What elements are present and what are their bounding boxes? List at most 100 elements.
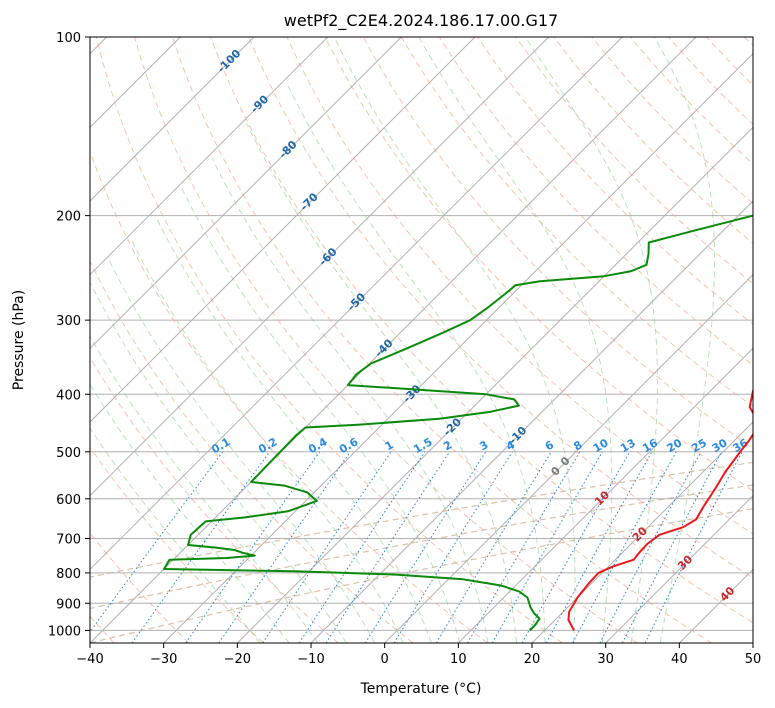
x-tick-label: 30 bbox=[597, 652, 614, 667]
background-lines bbox=[90, 37, 753, 643]
mixing-ratio-label: 10 bbox=[591, 436, 611, 455]
mixing-ratio-label: 16 bbox=[640, 436, 660, 455]
isotherm-labels: -100-90-80-70-60-50-40-30-20 -10001020304… bbox=[215, 47, 738, 605]
mixing-ratio-label: 25 bbox=[689, 436, 709, 455]
mixing-ratio-line bbox=[545, 451, 653, 643]
isotherm-line bbox=[752, 642, 753, 643]
dry-adiabat bbox=[705, 37, 753, 86]
dry-adiabat bbox=[90, 446, 264, 643]
x-tick-label: −10 bbox=[297, 652, 324, 667]
dry-adiabat bbox=[744, 37, 753, 47]
isotherm-line bbox=[90, 37, 402, 350]
mixing-ratio-line bbox=[435, 451, 552, 643]
x-tick-label: −40 bbox=[76, 652, 103, 667]
dewpoint-line bbox=[163, 214, 753, 632]
y-tick-label: 100 bbox=[56, 31, 81, 46]
dry-adiabat bbox=[515, 37, 753, 285]
y-tick-label: 600 bbox=[56, 493, 81, 508]
mixing-ratio-label: 0.6 bbox=[337, 435, 361, 456]
x-axis: −40 −30 −20 −10 0 10 20 30 40 50 bbox=[76, 643, 761, 667]
dry-adiabat bbox=[95, 37, 563, 643]
temperature-line bbox=[567, 388, 753, 631]
mixing-ratio-label: 6 bbox=[543, 438, 556, 453]
isotherm-line bbox=[90, 37, 697, 643]
isotherm-line bbox=[163, 52, 753, 643]
isotherm-line bbox=[531, 421, 753, 643]
x-tick-label: 0 bbox=[381, 652, 389, 667]
mixing-ratio-line bbox=[521, 451, 631, 643]
moist-adiabat bbox=[654, 37, 716, 643]
mixing-ratio-label: 20 bbox=[665, 436, 685, 455]
isotherm-line bbox=[90, 37, 329, 276]
x-tick-label: 40 bbox=[671, 652, 688, 667]
dry-adiabat bbox=[90, 260, 414, 643]
y-tick-label: 700 bbox=[56, 533, 81, 548]
dry-adiabat bbox=[90, 532, 190, 643]
y-tick-label: 300 bbox=[56, 314, 81, 329]
mixing-ratio-line bbox=[325, 451, 451, 643]
moist-adiabat bbox=[90, 280, 347, 643]
plot-frame bbox=[89, 36, 754, 644]
mixing-ratio-label: 2 bbox=[441, 438, 454, 453]
moist-adiabat bbox=[90, 427, 261, 643]
y-tick-label: 900 bbox=[56, 597, 81, 612]
mixing-ratio-line bbox=[572, 451, 677, 643]
y-tick-label: 1000 bbox=[48, 624, 81, 639]
x-tick-label: −30 bbox=[150, 652, 177, 667]
isotherm-line bbox=[605, 494, 753, 643]
isotherm-line bbox=[236, 126, 753, 643]
y-tick-label: 500 bbox=[56, 446, 81, 461]
isotherm-line bbox=[90, 37, 476, 423]
y-axis: 100 200 300 400 500 600 700 800 900 1000 bbox=[48, 31, 90, 639]
mixing-ratio-line bbox=[131, 451, 271, 643]
y-tick-label: 400 bbox=[56, 388, 81, 403]
x-tick-label: 50 bbox=[745, 652, 762, 667]
mixing-ratio-line bbox=[298, 451, 426, 643]
dry-adiabat bbox=[210, 37, 753, 624]
dry-adiabat bbox=[172, 37, 712, 643]
moist-adiabat bbox=[107, 256, 376, 643]
dry-adiabat bbox=[477, 37, 753, 325]
moist-adiabat bbox=[286, 83, 546, 643]
moist-adiabat bbox=[181, 188, 461, 643]
moist-adiabat bbox=[154, 215, 432, 643]
dry-adiabat bbox=[90, 150, 488, 643]
y-tick-label: 200 bbox=[56, 210, 81, 225]
x-tick-label: −20 bbox=[224, 652, 251, 667]
dry-adiabat bbox=[286, 37, 753, 535]
mixing-ratio-label: 1.5 bbox=[411, 435, 434, 456]
dry-adiabat bbox=[667, 37, 753, 126]
chart-title: wetPf2_C2E4.2024.186.17.00.G17 bbox=[284, 11, 558, 31]
isotherm-line bbox=[310, 200, 753, 643]
isotherm-label: 10 bbox=[592, 488, 612, 508]
x-tick-label: 10 bbox=[450, 652, 467, 667]
mixing-ratio-line bbox=[599, 451, 702, 643]
y-tick-label: 800 bbox=[56, 567, 81, 582]
mixing-ratio-label: 3 bbox=[477, 438, 490, 453]
mixing-ratio-line bbox=[644, 451, 743, 643]
moist-adiabat bbox=[525, 37, 658, 643]
x-tick-label: 20 bbox=[524, 652, 541, 667]
moist-adiabat bbox=[90, 335, 319, 643]
moist-adiabat bbox=[418, 37, 613, 643]
profile-series bbox=[163, 214, 753, 632]
mixing-ratio-label: 0.1 bbox=[209, 435, 232, 456]
mixing-ratio-line bbox=[364, 451, 487, 643]
dry-adiabat bbox=[248, 37, 753, 579]
moist-adiabat bbox=[131, 240, 404, 643]
isotherm-line bbox=[457, 347, 753, 643]
mixing-ratio-line bbox=[262, 451, 392, 643]
dry-adiabat bbox=[324, 37, 753, 492]
mixing-ratio-line bbox=[185, 451, 321, 643]
mixing-ratio-line bbox=[218, 451, 351, 643]
mixing-ratio-labels: 0.1 0.2 0.4 0.6 1 1.5 2 3 4 6 8 10 13 16 20 25 30 36 bbox=[209, 435, 750, 456]
dry-adiabat bbox=[553, 37, 753, 245]
mixing-ratio-line bbox=[90, 451, 224, 633]
dry-adiabat bbox=[591, 37, 753, 205]
isotherm-line bbox=[384, 273, 753, 643]
mixing-ratio-label: 30 bbox=[710, 436, 730, 455]
moist-adiabat bbox=[90, 383, 290, 643]
y-axis-label: Pressure (hPa) bbox=[11, 290, 27, 390]
isotherm-line bbox=[678, 568, 753, 643]
